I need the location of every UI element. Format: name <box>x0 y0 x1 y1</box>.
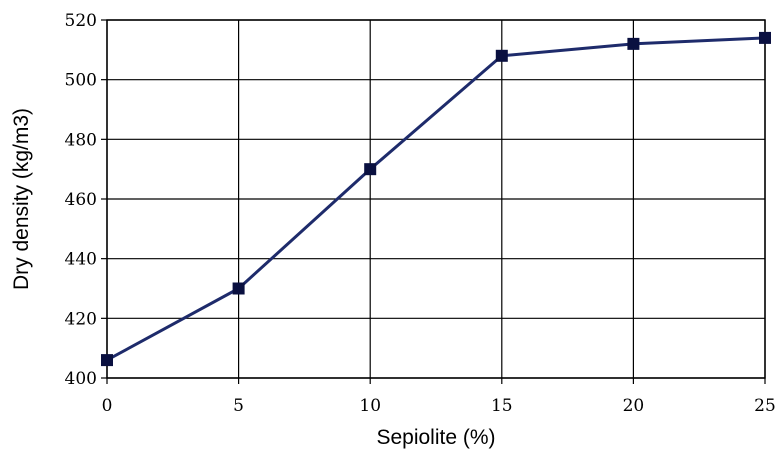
y-tick-label: 420 <box>65 309 97 329</box>
x-tick-label: 25 <box>754 396 776 416</box>
x-tick-label: 15 <box>491 396 513 416</box>
x-tick-label: 10 <box>359 396 381 416</box>
data-point-marker <box>232 282 245 295</box>
series-line <box>106 36 766 362</box>
data-point-marker <box>759 31 771 44</box>
y-tick-label: 400 <box>65 369 97 389</box>
data-point-marker <box>101 354 113 367</box>
data-point-marker <box>364 163 377 176</box>
data-series <box>101 31 771 367</box>
x-tick-label: 0 <box>102 396 113 416</box>
x-tick-label: 20 <box>623 396 645 416</box>
y-tick-label: 520 <box>65 11 97 31</box>
y-tick-label: 440 <box>65 250 97 270</box>
x-axis-title: Sepiolite (%) <box>376 426 495 449</box>
x-tick-label: 5 <box>233 396 244 416</box>
y-tick-label: 500 <box>65 71 97 91</box>
axis-ticks: 400 420 440 460 480 500 520 0 5 10 15 20 25 <box>65 11 776 416</box>
y-tick-label: 460 <box>65 190 97 210</box>
y-axis-title: Dry density (kg/m3) <box>10 108 33 290</box>
gridlines <box>106 19 766 379</box>
y-tick-label: 480 <box>65 130 97 150</box>
data-point-marker <box>627 37 640 50</box>
data-point-marker <box>495 49 508 62</box>
